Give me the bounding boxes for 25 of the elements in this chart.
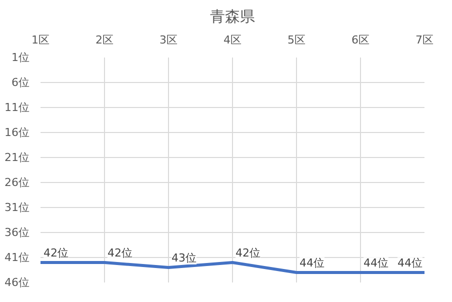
x-tick-label: 7区 [416, 34, 434, 46]
data-label: 44位 [398, 256, 423, 270]
y-tick-label: 26位 [4, 176, 30, 189]
data-label: 43位 [172, 252, 196, 264]
data-label: 42位 [108, 246, 132, 260]
x-tick-label: 4区 [224, 34, 242, 46]
x-tick-label: 6区 [352, 34, 370, 46]
data-label: 44位 [300, 256, 324, 270]
data-label: 42位 [44, 246, 68, 260]
y-tick-label: 16位 [4, 126, 30, 139]
y-tick-label: 1位 [12, 51, 30, 64]
data-label: 44位 [364, 256, 388, 270]
x-tick-label: 3区 [160, 34, 178, 46]
x-tick-label: 2区 [96, 34, 114, 46]
data-label: 42位 [236, 246, 260, 260]
y-tick-label: 41位 [4, 251, 30, 264]
y-tick-label: 11位 [4, 101, 30, 114]
chart-title: 青森県 [210, 8, 255, 26]
y-tick-label: 21位 [4, 151, 30, 164]
y-tick-label: 6位 [12, 76, 30, 89]
x-tick-label: 5区 [288, 34, 306, 46]
x-tick-label: 1区 [32, 34, 50, 46]
y-tick-label: 46位 [4, 276, 30, 289]
y-tick-label: 36位 [4, 226, 30, 239]
y-tick-label: 31位 [4, 201, 30, 214]
